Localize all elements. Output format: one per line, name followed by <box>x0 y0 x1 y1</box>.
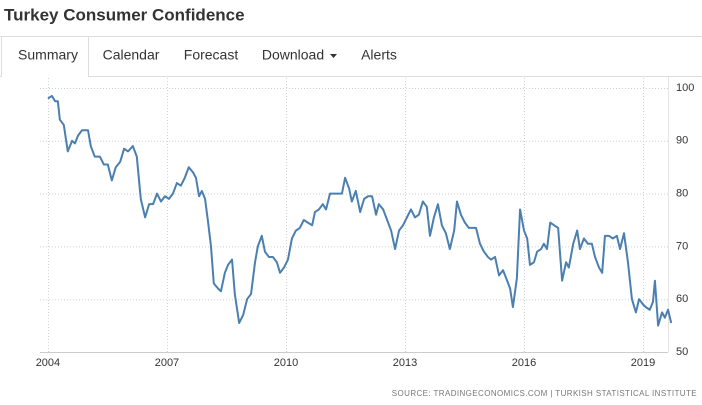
active-tab-box <box>1 36 89 77</box>
y-tick-label: 100 <box>676 82 694 94</box>
y-tick-label: 50 <box>676 346 688 358</box>
x-tick-label: 2013 <box>393 357 417 369</box>
tab[interactable]: Alerts <box>361 47 397 63</box>
page-title: Turkey Consumer Confidence <box>4 5 245 24</box>
data-line <box>47 94 673 327</box>
y-tick-label: 70 <box>676 240 688 252</box>
tab[interactable]: Download <box>262 47 324 63</box>
x-tick-label: 2007 <box>155 357 179 369</box>
source-note: SOURCE: TRADINGECONOMICS.COM | TURKISH S… <box>392 389 697 398</box>
dropdown-caret <box>330 54 337 58</box>
tab[interactable]: Summary <box>18 47 78 63</box>
x-tick-label: 2010 <box>274 357 298 369</box>
y-tick-label: 90 <box>676 135 688 147</box>
x-tick-label: 2016 <box>512 357 536 369</box>
x-tick-label: 2004 <box>36 357 60 369</box>
x-tick-label: 2019 <box>631 357 655 369</box>
tab[interactable]: Forecast <box>184 47 239 63</box>
y-tick-label: 60 <box>676 293 688 305</box>
tab[interactable]: Calendar <box>103 47 160 63</box>
tabs: Summary Calendar Forecast Download Alerts <box>18 47 397 63</box>
y-tick-label: 80 <box>676 188 688 200</box>
